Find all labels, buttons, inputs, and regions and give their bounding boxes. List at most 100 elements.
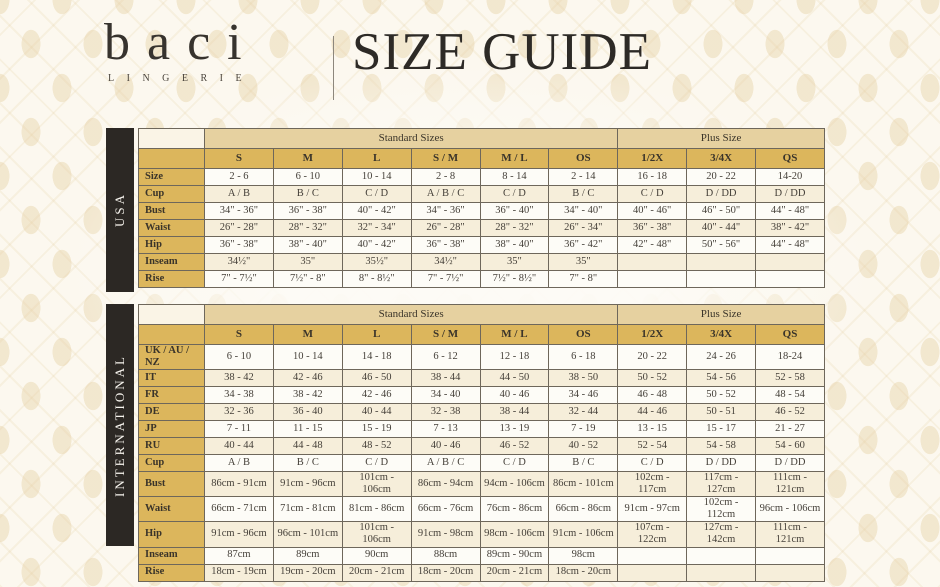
row-label: Hip	[138, 236, 205, 254]
table-cell: B / C	[548, 185, 619, 203]
table-cell: 44" - 48"	[755, 202, 825, 220]
table-row: Rise 7" - 7½" 7½" - 8" 8" - 8½" 7" - 7½" 7½" …	[138, 270, 825, 288]
table-cell: 89cm	[272, 546, 343, 565]
column-header: 3/4X	[686, 324, 756, 345]
table-cell: 88cm	[410, 546, 481, 565]
table-cell: 13 - 19	[479, 420, 550, 439]
table-cell: 46 - 52	[755, 403, 825, 422]
table-cell: 91cm - 98cm	[410, 521, 481, 548]
column-header: S	[204, 148, 274, 169]
table-cell: 8 - 14	[479, 168, 550, 186]
table-cell: 101cm - 106cm	[341, 471, 412, 498]
row-label: Hip	[138, 521, 205, 548]
table-cell: 91cm - 106cm	[548, 521, 619, 548]
table-cell: 34" - 36"	[410, 202, 481, 220]
table-cell: 34 - 46	[548, 386, 619, 405]
column-header: S / M	[410, 324, 481, 345]
column-header: 3/4X	[686, 148, 756, 169]
table-cell: 32 - 38	[410, 403, 481, 422]
table-cell: 42 - 46	[341, 386, 412, 405]
table-cell: 71cm - 81cm	[272, 496, 343, 523]
table-cell: 19cm - 20cm	[272, 563, 343, 582]
table-cell: 102cm - 112cm	[686, 496, 756, 523]
row-label: Size	[138, 168, 205, 186]
table-row: Waist 26" - 28" 28" - 32" 32" - 34" 26" - 28…	[138, 219, 825, 237]
column-header: 1/2X	[617, 324, 688, 345]
table-cell: D / DD	[686, 185, 756, 203]
table-cell: 102cm - 117cm	[617, 471, 688, 498]
table-cell: A / B / C	[410, 454, 481, 473]
row-label: Rise	[138, 270, 205, 288]
table-cell: 50 - 51	[686, 403, 756, 422]
table-cell: 24 - 26	[686, 343, 756, 371]
table-cell: 7 - 11	[204, 420, 274, 439]
table-cell: C / D	[341, 185, 412, 203]
table-cell: 111cm - 121cm	[755, 471, 825, 498]
column-header: L	[341, 148, 412, 169]
table-cell: 32" - 34"	[341, 219, 412, 237]
table-cell: 11 - 15	[272, 420, 343, 439]
row-label: DE	[138, 403, 205, 422]
table-cell: 48 - 54	[755, 386, 825, 405]
table-row: UK / AU / NZ 6 - 10 10 - 14 14 - 18 6 - 12 12…	[138, 343, 825, 371]
table-cell: 50 - 52	[686, 386, 756, 405]
row-label: Rise	[138, 563, 205, 582]
table-cell	[686, 253, 756, 271]
table-cell: 2 - 8	[410, 168, 481, 186]
table-cell: C / D	[341, 454, 412, 473]
table-cell: 86cm - 94cm	[410, 471, 481, 498]
table-cell: 127cm - 142cm	[686, 521, 756, 548]
table-cell: 117cm - 127cm	[686, 471, 756, 498]
table-cell: 46 - 48	[617, 386, 688, 405]
region-label-international: INTERNATIONAL	[112, 353, 127, 497]
table-cell: 6 - 10	[204, 343, 274, 371]
table-cell: 36" - 38"	[204, 236, 274, 254]
table-cell: 91cm - 96cm	[204, 521, 274, 548]
table-cell: 50" - 56"	[686, 236, 756, 254]
table-cell: 26" - 34"	[548, 219, 619, 237]
table-cell: 14 - 18	[341, 343, 412, 371]
table-cell: 48 - 52	[341, 437, 412, 456]
table-cell: 34½"	[204, 253, 274, 271]
column-header: QS	[755, 324, 825, 345]
table-cell: 7" - 7½"	[204, 270, 274, 288]
table-row: IT 38 - 42 42 - 46 46 - 50 38 - 44 44 - 50 38 …	[138, 369, 825, 388]
table-cell: 20cm - 21cm	[479, 563, 550, 582]
table-cell: 35"	[479, 253, 550, 271]
table-cell: C / D	[617, 454, 688, 473]
table-cell: 44 - 50	[479, 369, 550, 388]
table-cell: 94cm - 106cm	[479, 471, 550, 498]
table-cell: 66cm - 86cm	[548, 496, 619, 523]
table-row: Rise 18cm - 19cm 19cm - 20cm 20cm - 21cm 18c…	[138, 563, 825, 582]
table-cell	[755, 253, 825, 271]
table-cell: 40" - 42"	[341, 236, 412, 254]
table-cell: 111cm - 121cm	[755, 521, 825, 548]
table-cell: 28" - 32"	[479, 219, 550, 237]
column-header: M / L	[479, 148, 550, 169]
table-cell: 96cm - 106cm	[755, 496, 825, 523]
table-cell: 54 - 60	[755, 437, 825, 456]
table-cell: 38 - 42	[204, 369, 274, 388]
table-cell: 38 - 44	[410, 369, 481, 388]
group-header: Standard Sizes	[203, 128, 619, 149]
table-cell: 46 - 52	[479, 437, 550, 456]
column-header: M	[272, 148, 343, 169]
table-cell: 18cm - 20cm	[548, 563, 619, 582]
table-cell: 7" - 7½"	[410, 270, 481, 288]
table-cell: 8" - 8½"	[341, 270, 412, 288]
table-cell: A / B	[204, 454, 274, 473]
table-cell: 40 - 46	[410, 437, 481, 456]
table-cell: 36" - 40"	[479, 202, 550, 220]
table-cell: 26" - 28"	[410, 219, 481, 237]
row-label: Bust	[138, 471, 205, 498]
table-cell: 7" - 8"	[548, 270, 619, 288]
column-header: L	[341, 324, 412, 345]
row-label: Inseam	[138, 253, 205, 271]
table-cell: 2 - 6	[204, 168, 274, 186]
table-cell: 6 - 18	[548, 343, 619, 371]
table-cell: 34" - 40"	[548, 202, 619, 220]
table-cell: 34" - 36"	[204, 202, 274, 220]
table-cell: 7 - 19	[548, 420, 619, 439]
